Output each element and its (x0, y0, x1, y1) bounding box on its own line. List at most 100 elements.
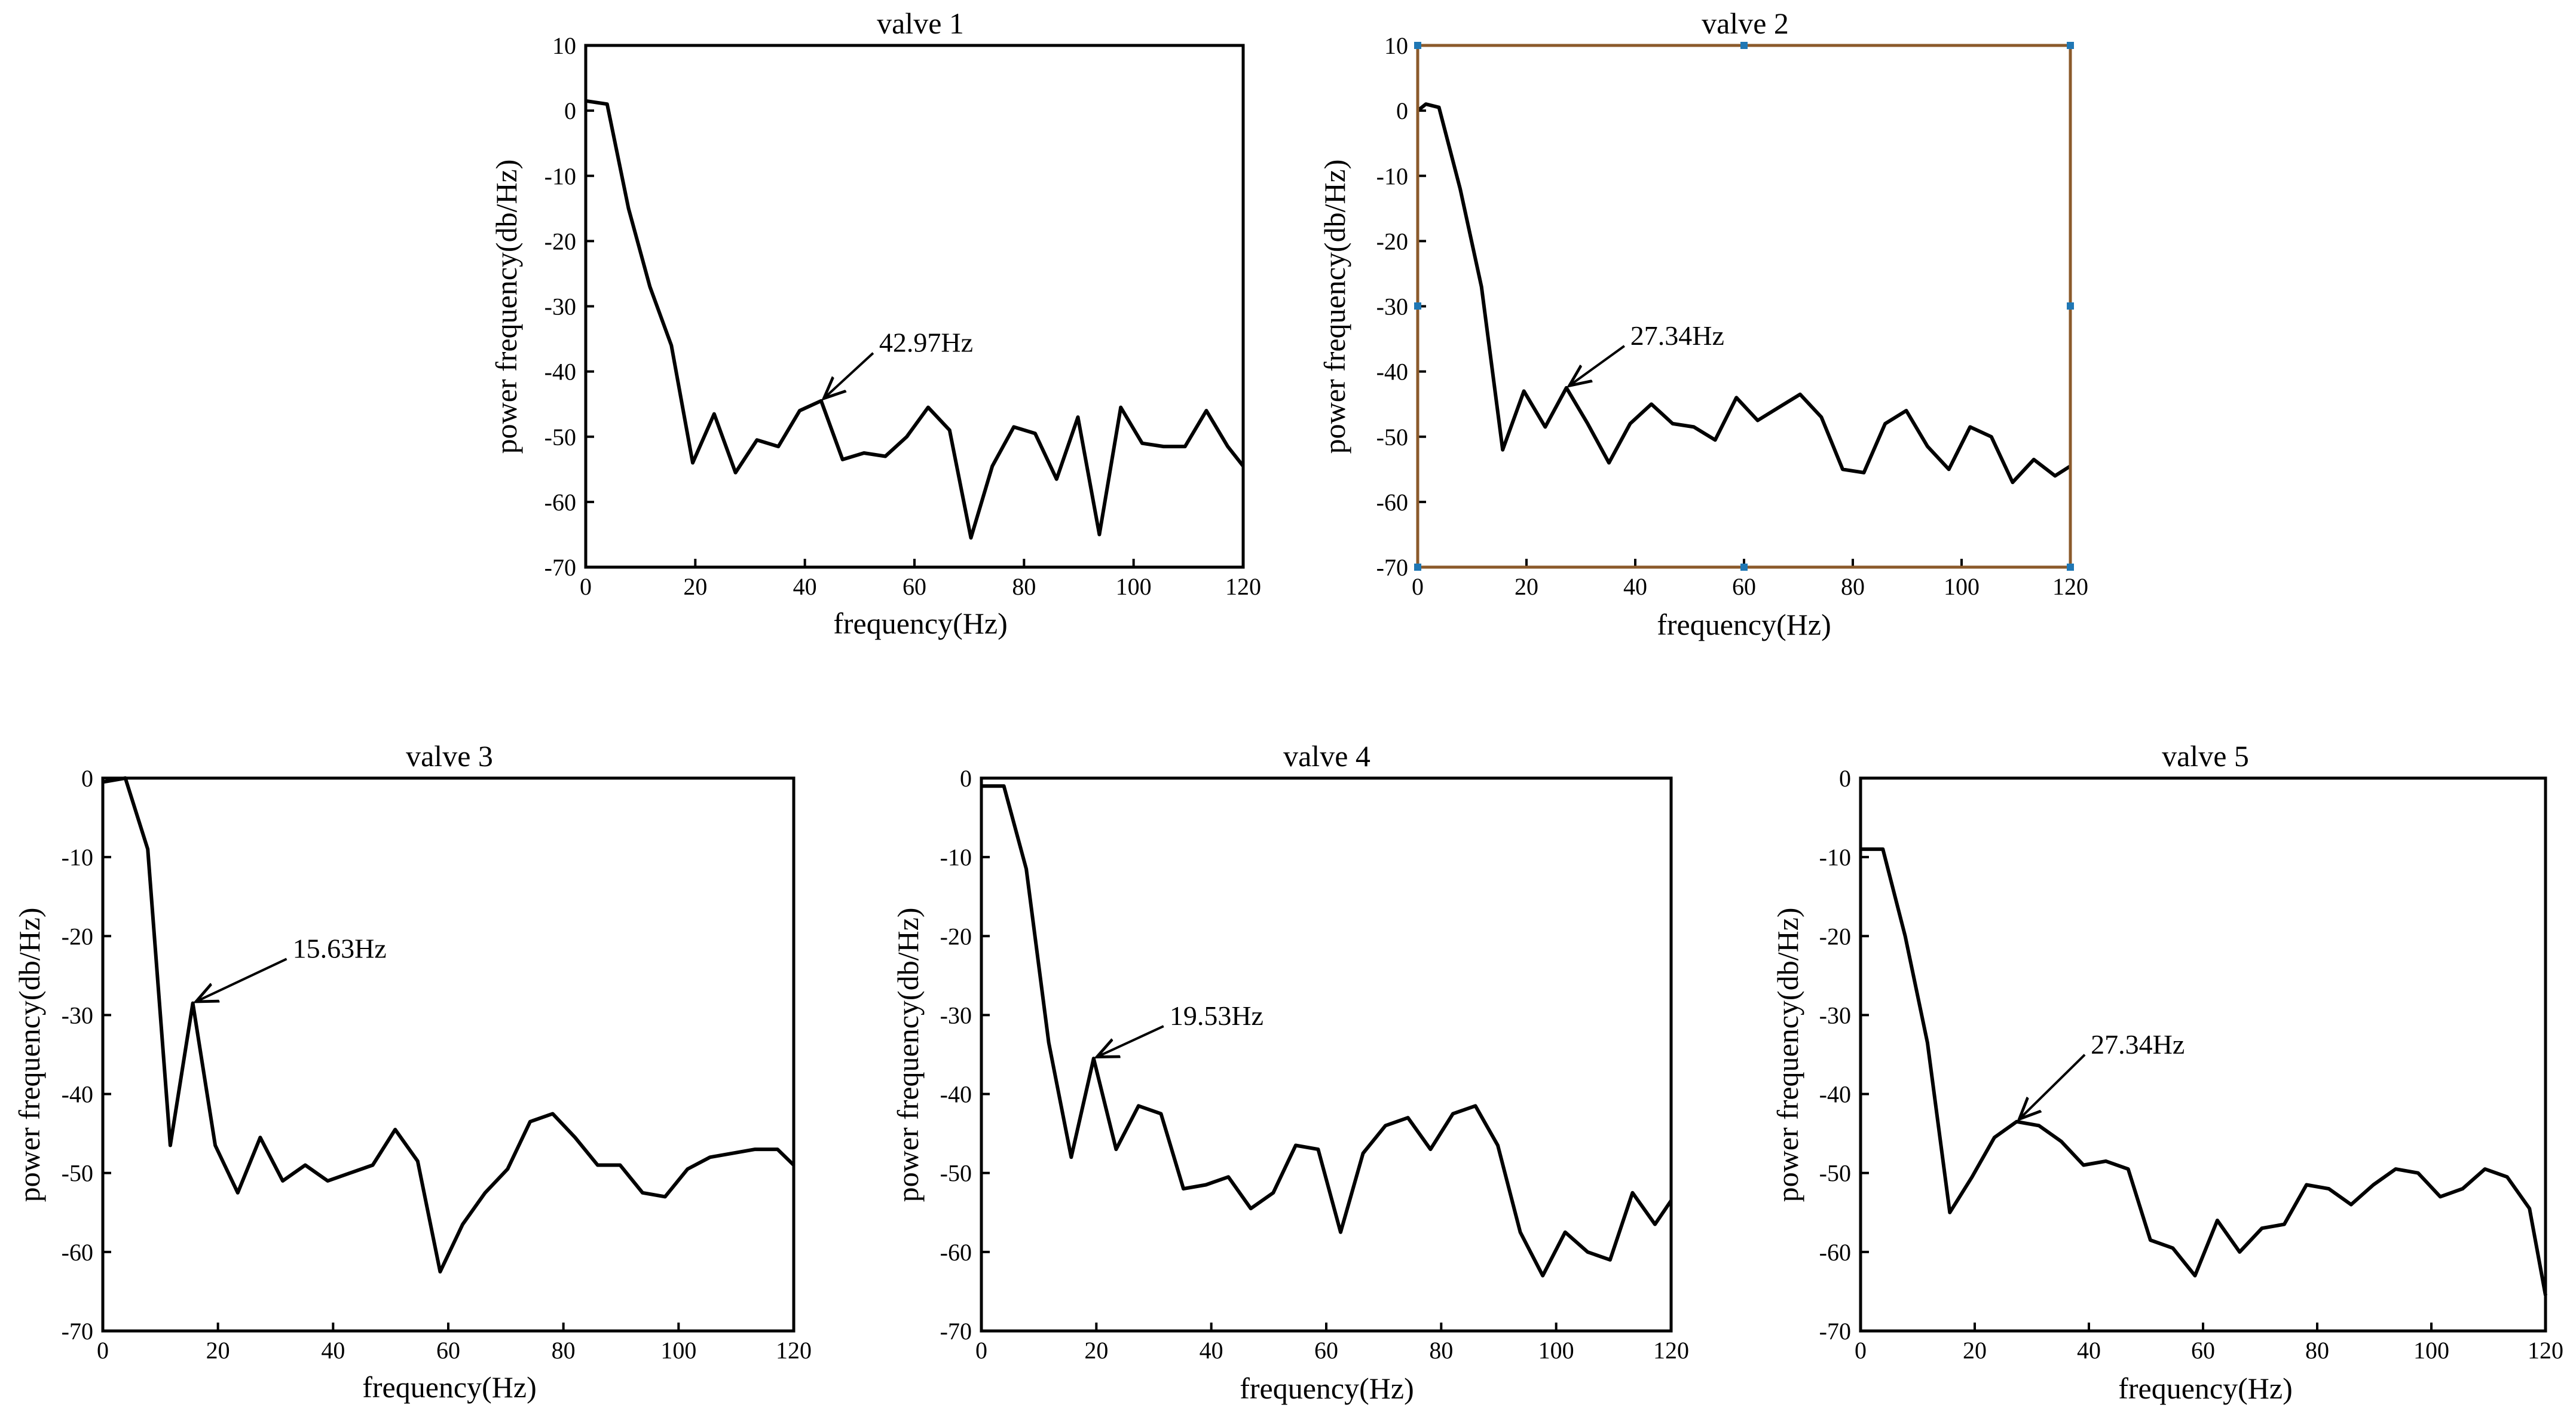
y-tick-label: -30 (544, 293, 576, 320)
y-tick-label: -30 (940, 1002, 972, 1029)
y-tick-label: 10 (552, 32, 576, 59)
x-axis-label: frequency(Hz) (1240, 1372, 1414, 1405)
selection-handles[interactable] (1414, 42, 2074, 571)
x-tick-label: 0 (1855, 1337, 1867, 1364)
chart-valve-2[interactable]: valve 2 0 20 40 60 80 100 120100-10-20-30-40-5… (1318, 7, 2088, 641)
x-tick-label: 0 (97, 1337, 109, 1364)
resize-handle[interactable] (1414, 302, 1421, 310)
x-tick-label: 60 (1314, 1337, 1338, 1364)
axes-frame (101, 776, 796, 1333)
y-tick-label: -10 (940, 844, 972, 871)
annotation-label: 27.34Hz (1630, 320, 1724, 351)
y-tick-label: 0 (960, 765, 972, 792)
resize-handle[interactable] (1740, 42, 1748, 49)
x-tick-label: 60 (436, 1337, 460, 1364)
resize-handle[interactable] (2067, 42, 2074, 49)
axes-frame (1859, 776, 2547, 1333)
y-tick-label: -40 (544, 359, 576, 385)
x-tick-label: 80 (1429, 1337, 1453, 1364)
y-tick-label: -30 (1819, 1002, 1851, 1029)
chart-valve-1[interactable]: valve 1 0 20 40 60 80 100 120100-10-20-30-40-5… (489, 7, 1261, 640)
x-axis-label: frequency(Hz) (833, 607, 1007, 640)
y-tick-label: -50 (1819, 1160, 1851, 1187)
y-tick-label: -20 (940, 923, 972, 950)
y-tick-label: -60 (544, 489, 576, 516)
data-series-line (1417, 102, 2072, 485)
x-tick-label: 100 (1538, 1337, 1574, 1364)
resize-handle[interactable] (1414, 564, 1421, 571)
x-tick-label: 20 (683, 573, 707, 600)
y-tick-label: -30 (1376, 293, 1408, 320)
plot-area: 0 20 40 60 80 100 120 0 -10 -20 -30 -40 -50 -60 -70 27.… (1819, 765, 2563, 1364)
y-tick-label: -40 (1376, 359, 1408, 385)
axes-frame (584, 44, 1245, 569)
data-series-line (102, 776, 796, 1274)
annotation-arrow (1097, 1025, 1164, 1057)
y-tick-label: -60 (62, 1239, 93, 1266)
y-tick-label: 10 (1384, 32, 1408, 59)
chart-title: valve 4 (1283, 739, 1370, 773)
data-series-line (1861, 847, 2547, 1296)
y-tick-label: -10 (62, 844, 93, 871)
y-axis-label: power frequency(db/Hz) (891, 908, 925, 1202)
x-tick-label: 20 (1084, 1337, 1108, 1364)
x-tick-label: 60 (2191, 1337, 2215, 1364)
y-tick-label: -10 (544, 163, 576, 189)
x-tick-label: 40 (321, 1337, 345, 1364)
y-tick-label: -60 (1819, 1239, 1851, 1266)
y-axis-label: power frequency(db/Hz) (13, 908, 46, 1202)
y-tick-label: 0 (564, 97, 576, 124)
x-tick-label: 120 (776, 1337, 812, 1364)
y-tick-label: -50 (1376, 424, 1408, 451)
resize-handle[interactable] (1414, 42, 1421, 49)
y-tick-label: -30 (62, 1002, 93, 1029)
chart-title: valve 2 (1702, 7, 1789, 40)
chart-valve-4[interactable]: valve 4 0 20 40 60 80 100 120 0 -10 -20 -30 -40 -50 -… (891, 739, 1689, 1405)
x-tick-label: 40 (1623, 573, 1647, 600)
x-tick-label: 0 (580, 573, 592, 600)
x-axis-label: frequency(Hz) (1657, 608, 1831, 641)
x-tick-label: 0 (975, 1337, 987, 1364)
annotation-label: 15.63Hz (293, 934, 387, 964)
data-series-line (585, 99, 1245, 540)
y-tick-label: -40 (1819, 1081, 1851, 1108)
resize-handle[interactable] (2067, 564, 2074, 571)
chart-valve-5[interactable]: valve 5 0 20 40 60 80 100 120 0 -10 -20 -30 -40 -50 -… (1771, 739, 2563, 1405)
y-tick-label: -10 (1376, 163, 1408, 189)
x-tick-label: 20 (1515, 573, 1538, 600)
resize-handle[interactable] (1740, 564, 1748, 571)
x-axis-label: frequency(Hz) (362, 1370, 536, 1404)
plot-area: 0 20 40 60 80 100 120 0 -10 -20 -30 -40 -50 -60 -70 19.… (940, 765, 1689, 1364)
x-tick-label: 20 (206, 1337, 230, 1364)
data-series-line (981, 784, 1673, 1278)
annotation-arrow (824, 352, 874, 399)
chart-title: valve 5 (2162, 739, 2249, 773)
y-tick-label: 0 (81, 765, 93, 792)
x-tick-label: 120 (2528, 1337, 2563, 1364)
x-tick-label: 100 (2413, 1337, 2449, 1364)
y-tick-label: -70 (940, 1318, 972, 1345)
x-tick-label: 80 (1841, 573, 1865, 600)
chart-valve-3[interactable]: valve 3 0 20 40 60 80 100 120 0 -10 -20 -30 -40 -50 -… (13, 739, 812, 1404)
plot-area: 0 20 40 60 80 100 120100-10-20-30-40-50-60-702… (1376, 32, 2088, 600)
y-tick-label: -70 (1819, 1318, 1851, 1345)
x-tick-label: 60 (902, 573, 926, 600)
y-tick-label: -70 (62, 1318, 93, 1345)
x-tick-label: 40 (1200, 1337, 1223, 1364)
chart-title: valve 1 (877, 7, 964, 40)
y-axis-label: power frequency(db/Hz) (1771, 908, 1804, 1202)
x-tick-label: 60 (1732, 573, 1756, 600)
plot-area: 0 20 40 60 80 100 120100-10-20-30-40-50-60-704… (544, 32, 1261, 600)
resize-handle[interactable] (2067, 302, 2074, 310)
y-tick-label: -40 (940, 1081, 972, 1108)
chart-title: valve 3 (406, 739, 493, 773)
annotation-label: 19.53Hz (1170, 1000, 1263, 1031)
y-tick-label: -60 (1376, 489, 1408, 516)
y-tick-label: -20 (1376, 228, 1408, 255)
annotation-label: 42.97Hz (879, 328, 973, 358)
x-tick-label: 100 (660, 1337, 696, 1364)
y-tick-label: 0 (1839, 765, 1851, 792)
annotation-arrow (1570, 345, 1625, 385)
x-tick-label: 120 (1225, 573, 1261, 600)
